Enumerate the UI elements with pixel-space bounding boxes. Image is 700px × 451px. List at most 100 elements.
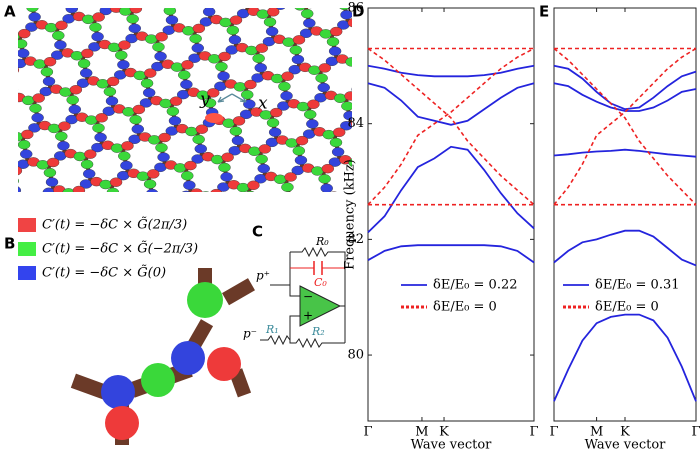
site-disk xyxy=(458,187,470,196)
site-disk xyxy=(92,12,105,22)
bond xyxy=(501,253,517,268)
site-disk xyxy=(280,91,293,101)
bond xyxy=(386,178,402,193)
site-disk xyxy=(32,93,45,103)
bond xyxy=(509,116,525,131)
site-disk xyxy=(542,124,554,133)
site-disk xyxy=(484,215,496,224)
circuit-label: R₂ xyxy=(311,325,325,338)
bond xyxy=(375,214,391,229)
bond xyxy=(443,0,459,11)
site-disk xyxy=(525,114,537,123)
bond xyxy=(212,198,217,219)
site-disk xyxy=(395,167,407,176)
bond xyxy=(186,189,192,192)
site-disk xyxy=(44,22,58,33)
site-disk xyxy=(516,96,528,105)
site-disk xyxy=(418,205,430,214)
bond xyxy=(459,0,480,2)
band-line xyxy=(367,82,535,126)
site-disk xyxy=(182,326,194,335)
bond xyxy=(495,52,511,67)
site-disk xyxy=(138,326,150,335)
bond xyxy=(0,196,16,211)
site-disk xyxy=(301,357,313,366)
x-tick-label: Γ xyxy=(363,425,372,440)
site-disk xyxy=(24,231,36,240)
site-disk xyxy=(59,87,72,97)
bond xyxy=(279,239,300,246)
site-disk xyxy=(124,353,136,362)
site-disk xyxy=(18,28,31,39)
site-disk xyxy=(475,24,487,33)
site-disk xyxy=(77,58,91,69)
bond xyxy=(422,4,443,11)
bond xyxy=(454,234,475,241)
site-disk xyxy=(512,15,524,24)
site-disk xyxy=(110,143,124,153)
bond xyxy=(357,49,373,64)
site-disk xyxy=(23,361,35,370)
site-disk xyxy=(65,323,77,332)
bond xyxy=(480,262,501,269)
site-disk xyxy=(71,351,83,360)
bond xyxy=(377,150,398,157)
site-disk xyxy=(546,80,558,89)
site-disk xyxy=(555,208,567,217)
site-disk xyxy=(94,132,107,143)
bond xyxy=(405,278,426,285)
site-disk xyxy=(344,91,352,101)
site-disk xyxy=(573,263,585,272)
site-disk xyxy=(545,225,557,234)
site-disk xyxy=(31,398,43,407)
site-disk xyxy=(61,333,73,342)
site-disk xyxy=(42,187,56,192)
site-disk xyxy=(14,233,26,242)
site-disk xyxy=(382,194,394,203)
site-disk xyxy=(246,311,258,320)
bond xyxy=(398,141,414,156)
site-disk xyxy=(262,356,274,365)
site-disk xyxy=(289,45,303,55)
site-disk xyxy=(440,167,452,176)
site-disk xyxy=(173,163,187,173)
site-disk xyxy=(531,50,543,59)
site-disk xyxy=(117,59,130,70)
site-disk xyxy=(500,226,512,235)
bond xyxy=(326,259,342,274)
bond xyxy=(154,200,175,207)
site-disk xyxy=(415,279,427,288)
site-disk xyxy=(3,424,15,433)
site-disk xyxy=(482,95,494,104)
site-disk xyxy=(331,191,337,192)
bond xyxy=(280,0,285,1)
site-disk xyxy=(26,351,38,360)
site-disk xyxy=(58,121,71,131)
y-tick-label: 80 xyxy=(347,348,364,363)
site-disk xyxy=(206,219,218,228)
bond xyxy=(157,300,178,307)
site-disk xyxy=(533,262,545,271)
site-disk xyxy=(575,209,587,218)
legend-label: δE/E₀ = 0 xyxy=(433,300,497,315)
site-disk xyxy=(249,301,261,310)
site-disk xyxy=(53,185,66,192)
site-disk xyxy=(106,208,118,217)
site-disk xyxy=(229,126,243,136)
site-disk xyxy=(175,318,187,327)
bond xyxy=(205,256,226,263)
bond xyxy=(0,406,6,413)
site-disk xyxy=(259,255,271,264)
site-disk xyxy=(399,74,411,83)
site-disk xyxy=(272,228,284,237)
bond xyxy=(341,323,357,338)
site-disk xyxy=(108,342,120,351)
site-disk xyxy=(125,208,137,217)
lattice xyxy=(0,0,587,433)
bond xyxy=(352,287,368,302)
bond xyxy=(491,225,512,232)
y-tick-label: 84 xyxy=(347,116,364,131)
site-disk xyxy=(329,26,343,37)
site-disk xyxy=(379,93,391,102)
site-disk xyxy=(266,312,278,321)
